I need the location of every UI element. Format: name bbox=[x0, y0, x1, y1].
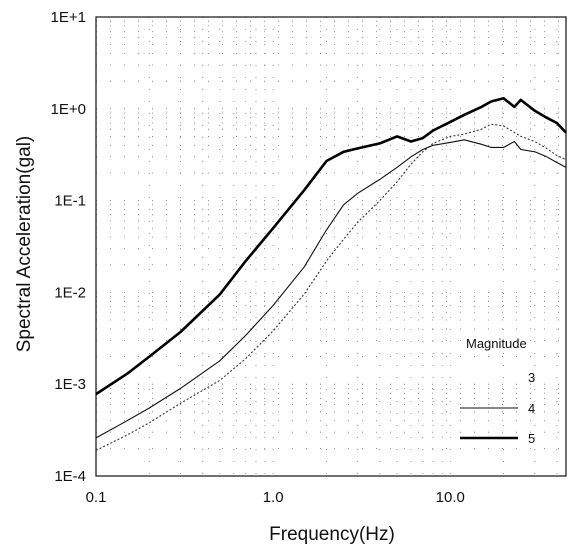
legend: Magnitude 3 4 5 bbox=[460, 336, 535, 446]
grid-layer bbox=[95, 17, 566, 476]
y-tick-label: 1E-1 bbox=[54, 193, 86, 210]
y-tick-label: 1E-2 bbox=[54, 284, 86, 301]
x-tick-label: 1.0 bbox=[263, 489, 284, 506]
x-tick-label: 0.1 bbox=[86, 489, 107, 506]
series-line-magnitude-4 bbox=[95, 139, 567, 439]
y-tick-label: 1E-3 bbox=[54, 376, 86, 393]
x-tick-label: 10.0 bbox=[436, 489, 465, 506]
y-tick-label: 1E-4 bbox=[54, 468, 86, 485]
series-line-magnitude-3 bbox=[95, 123, 567, 451]
legend-title: Magnitude bbox=[466, 336, 527, 351]
ticks-layer: 1E+1 1E+0 1E-1 1E-2 1E-3 1E-40.1 1.0 10.0 bbox=[51, 9, 465, 506]
series-line-magnitude-5 bbox=[95, 97, 567, 396]
legend-label-3: 3 bbox=[528, 370, 535, 385]
legend-label-4: 4 bbox=[528, 401, 535, 416]
series-layer bbox=[95, 97, 567, 451]
y-tick-label: 1E+0 bbox=[51, 101, 86, 118]
plot-frame bbox=[95, 16, 567, 477]
y-tick-label: 1E+1 bbox=[51, 9, 86, 26]
y-axis-label: Spectral Acceleration(gal) bbox=[14, 136, 35, 353]
x-axis-label: Frequency(Hz) bbox=[269, 524, 395, 545]
legend-label-5: 5 bbox=[528, 431, 535, 446]
